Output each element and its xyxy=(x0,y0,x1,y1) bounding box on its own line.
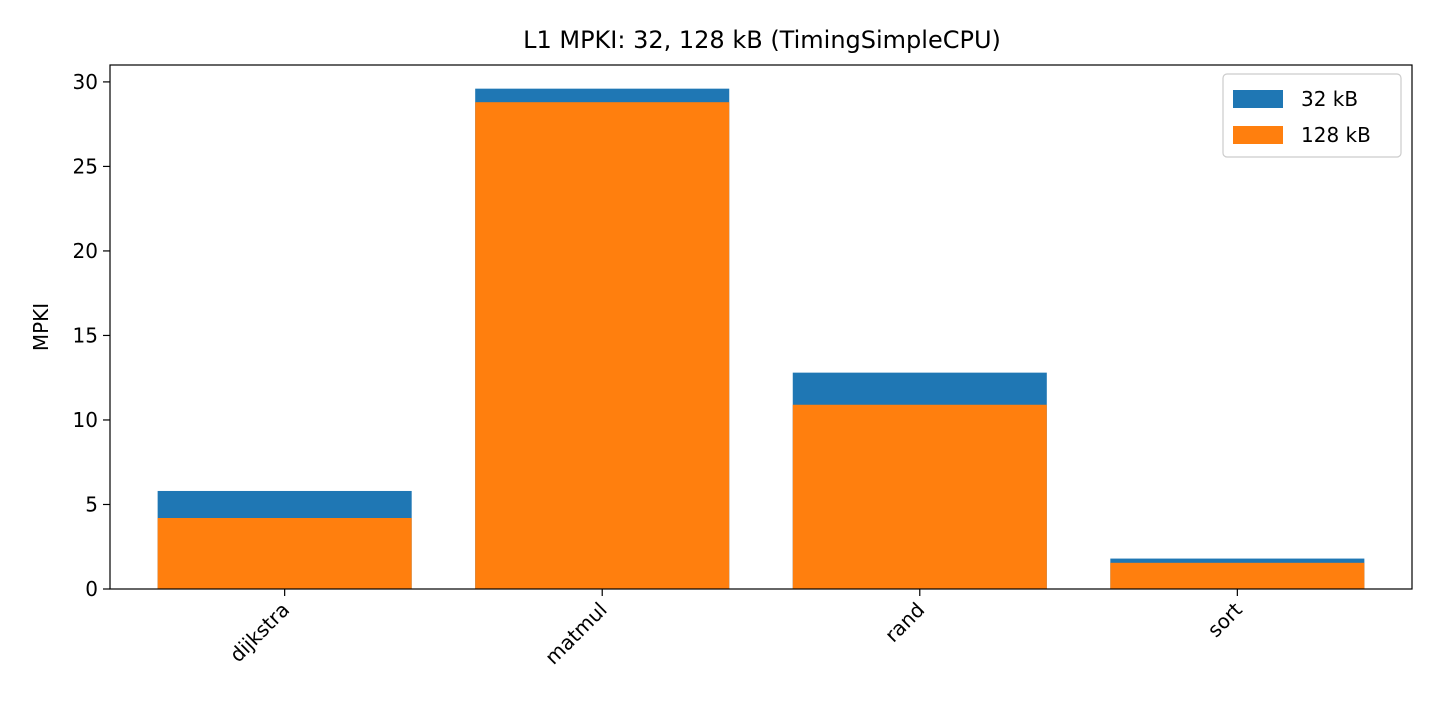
legend-swatch-128-kb xyxy=(1233,126,1283,144)
bar-dijkstra-128-kb xyxy=(157,518,412,589)
legend-swatch-32-kb xyxy=(1233,90,1283,108)
y-tick-label: 5 xyxy=(85,492,98,516)
y-tick-label: 20 xyxy=(73,239,98,263)
plot-frame xyxy=(109,64,1413,590)
y-axis: 0 5 10 15 20 25 30 xyxy=(73,70,110,601)
bars-group xyxy=(157,88,1365,589)
y-tick-label: 30 xyxy=(73,70,98,94)
y-tick-label: 0 xyxy=(85,577,98,601)
chart-title: L1 MPKI: 32, 128 kB (TimingSimpleCPU) xyxy=(523,26,1001,54)
bar-sort-128-kb xyxy=(1110,562,1365,589)
y-tick-label: 15 xyxy=(73,323,98,347)
legend-label: 128 kB xyxy=(1301,123,1371,147)
bar-rand-128-kb xyxy=(792,404,1047,589)
y-tick-label: 10 xyxy=(73,408,98,432)
bar-matmul-128-kb xyxy=(475,102,730,589)
y-axis-label: MPKI xyxy=(29,303,53,351)
legend: 32 kB 128 kB xyxy=(1222,73,1402,158)
y-tick-label: 25 xyxy=(73,154,98,178)
legend-label: 32 kB xyxy=(1301,87,1358,111)
